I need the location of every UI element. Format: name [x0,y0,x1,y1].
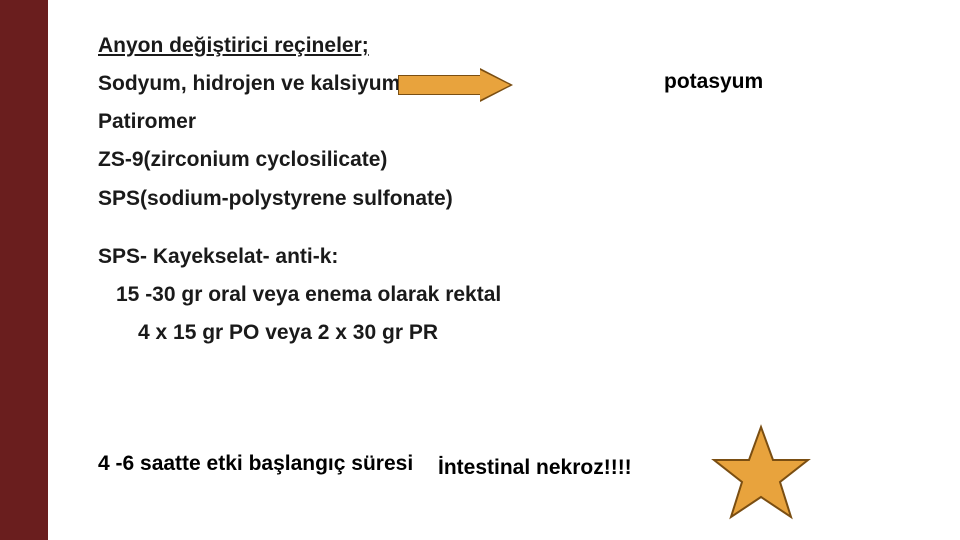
exchange-cations: Sodyum, hidrojen ve kalsiyum [98,72,930,96]
star-icon [706,422,816,532]
arrow-body [398,75,482,95]
resin-item-zs9: ZS-9(zirconium cyclosilicate) [98,148,930,172]
exchange-target: potasyum [664,70,763,94]
heading: Anyon değiştirici reçineler; [98,34,930,58]
resin-item-patiromer: Patiromer [98,110,930,134]
sps-dose-2: 4 x 15 gr PO veya 2 x 30 gr PR [98,321,930,345]
warning-text: İntestinal nekroz!!!! [438,456,632,480]
onset-time: 4 -6 saatte etki başlangıç süresi [98,452,413,476]
sidebar-accent [0,0,48,540]
arrow-icon [398,72,510,98]
resin-item-sps: SPS(sodium-polystyrene sulfonate) [98,187,930,211]
sps-dose-1: 15 -30 gr oral veya enema olarak rektal [98,283,930,307]
slide-content: Anyon değiştirici reçineler; Sodyum, hid… [98,34,930,359]
arrow-head [480,70,510,100]
sps-title: SPS- Kayekselat- anti-k: [98,245,930,269]
